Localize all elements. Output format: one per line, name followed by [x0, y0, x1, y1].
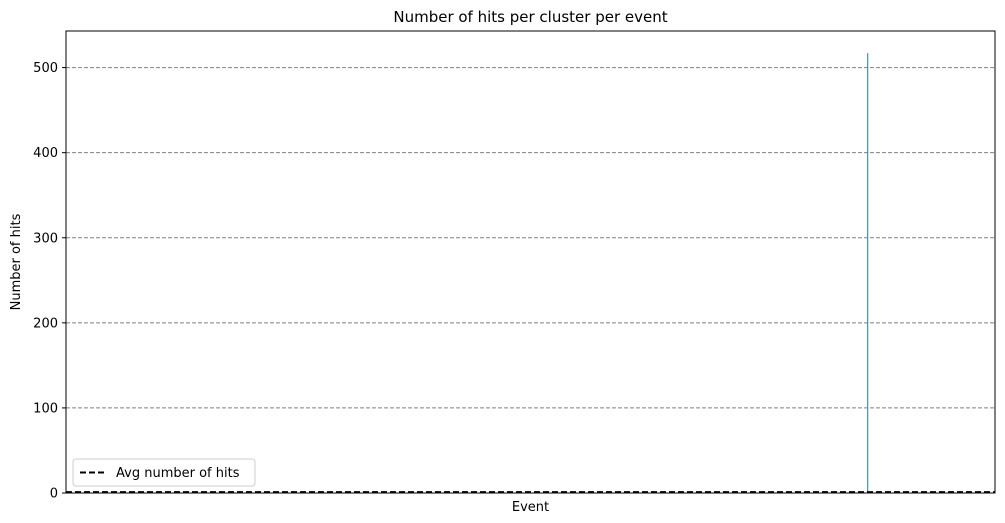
- y-tick-label: 400: [33, 146, 58, 161]
- plot-frame: [65, 30, 996, 494]
- y-tick-label: 500: [33, 61, 58, 76]
- grid-layer: [66, 67, 995, 409]
- y-tick-label: 0: [50, 487, 58, 502]
- y-tick-label: 100: [33, 401, 58, 416]
- y-axis-label: Number of hits: [9, 213, 24, 310]
- legend: Avg number of hits: [72, 458, 256, 487]
- legend-entry-label: Avg number of hits: [116, 466, 240, 481]
- bar: [867, 53, 869, 493]
- bar-layer: [867, 53, 869, 493]
- y-tick-label: 300: [33, 231, 58, 246]
- y-tick-label: 200: [33, 316, 58, 331]
- chart-title: Number of hits per cluster per event: [393, 8, 667, 26]
- legend-box: [72, 458, 256, 487]
- x-axis-label: Event: [512, 500, 549, 515]
- y-axis-ticks: 0 100 200 300 400 500: [33, 61, 66, 502]
